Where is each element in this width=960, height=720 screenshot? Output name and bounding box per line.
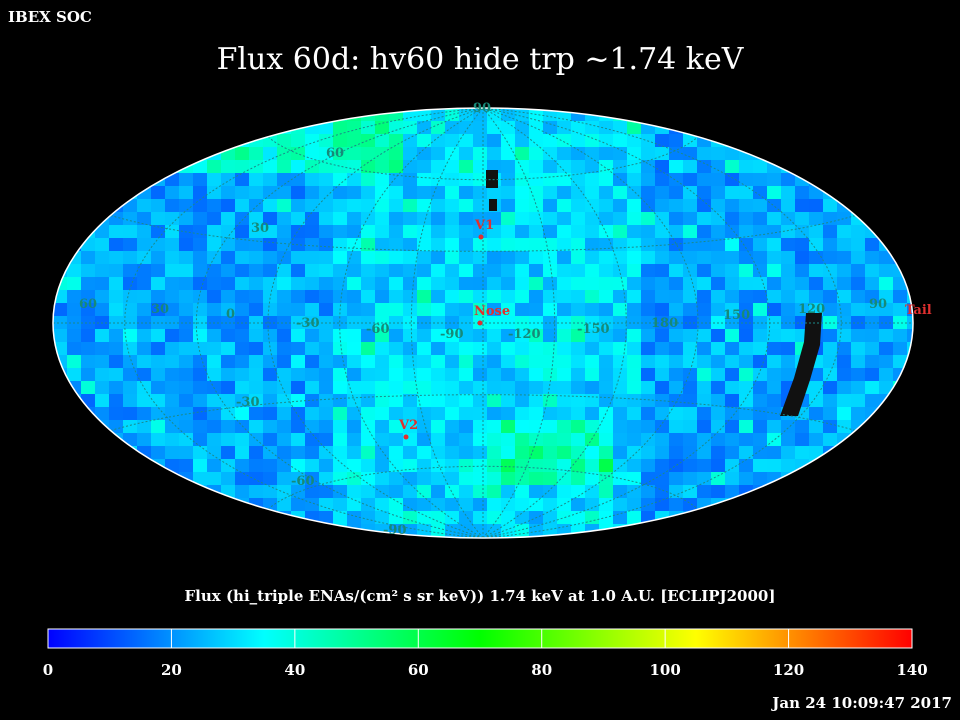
page-title: Flux 60d: hv60 hide trp ~1.74 keV <box>216 42 744 77</box>
lon-label-30: 30 <box>151 302 169 317</box>
sky-map: 90 60 30 -30 -60 -90 60 30 0 -30 -60 -90… <box>52 101 932 539</box>
colorbar-tick-label: 20 <box>161 661 182 679</box>
lon-label-0: 0 <box>226 307 235 322</box>
v1-label: V1 <box>474 218 494 233</box>
nose-marker <box>477 320 483 326</box>
lon-label-90: 90 <box>869 297 887 312</box>
lon-label-m30: -30 <box>296 316 320 331</box>
lon-label-m150: -150 <box>577 322 610 337</box>
missing-data-strip <box>489 199 497 211</box>
v2-marker <box>403 434 409 440</box>
missing-data-strip <box>486 170 498 188</box>
lon-label-60: 60 <box>79 297 97 312</box>
colorbar-tick-label: 80 <box>531 661 552 679</box>
grid-lines <box>53 108 913 538</box>
colorbar-tick-label: 120 <box>773 661 804 679</box>
lon-label-m60: -60 <box>366 322 390 337</box>
colorbar-tick-label: 140 <box>896 661 927 679</box>
colorbar: 0 20 40 60 80 100 120 140 <box>43 628 928 679</box>
lon-label-180: 180 <box>651 316 678 331</box>
lat-label-60: 60 <box>326 146 344 161</box>
lat-label-m30: -30 <box>236 395 260 410</box>
nose-label: Nose <box>474 304 510 319</box>
colorbar-tick-label: 0 <box>43 661 53 679</box>
lon-label-150: 150 <box>723 308 750 323</box>
lat-label-m60: -60 <box>291 474 315 489</box>
tail-label: Tail <box>905 303 932 318</box>
lat-label-30: 30 <box>251 221 269 236</box>
v1-marker <box>478 234 484 240</box>
lat-label-m90: -90 <box>383 523 407 538</box>
colorbar-label: Flux (hi_triple ENAs/(cm² s sr keV)) 1.7… <box>184 587 776 605</box>
lon-label-120: 120 <box>798 302 825 317</box>
lat-label-90: 90 <box>473 101 491 116</box>
missing-data-strip <box>780 313 822 416</box>
colorbar-tick-label: 60 <box>408 661 429 679</box>
map-outline <box>52 107 914 539</box>
lon-label-m120: -120 <box>508 327 541 342</box>
timestamp: Jan 24 10:09:47 2017 <box>772 694 952 712</box>
colorbar-tick-label: 100 <box>649 661 680 679</box>
missing-data <box>486 170 822 416</box>
colorbar-tick-label: 40 <box>284 661 305 679</box>
colorbar-gradient <box>47 628 913 649</box>
lon-label-m90: -90 <box>440 327 464 342</box>
v2-label: V2 <box>398 418 418 433</box>
soc-label: IBEX SOC <box>8 8 92 26</box>
